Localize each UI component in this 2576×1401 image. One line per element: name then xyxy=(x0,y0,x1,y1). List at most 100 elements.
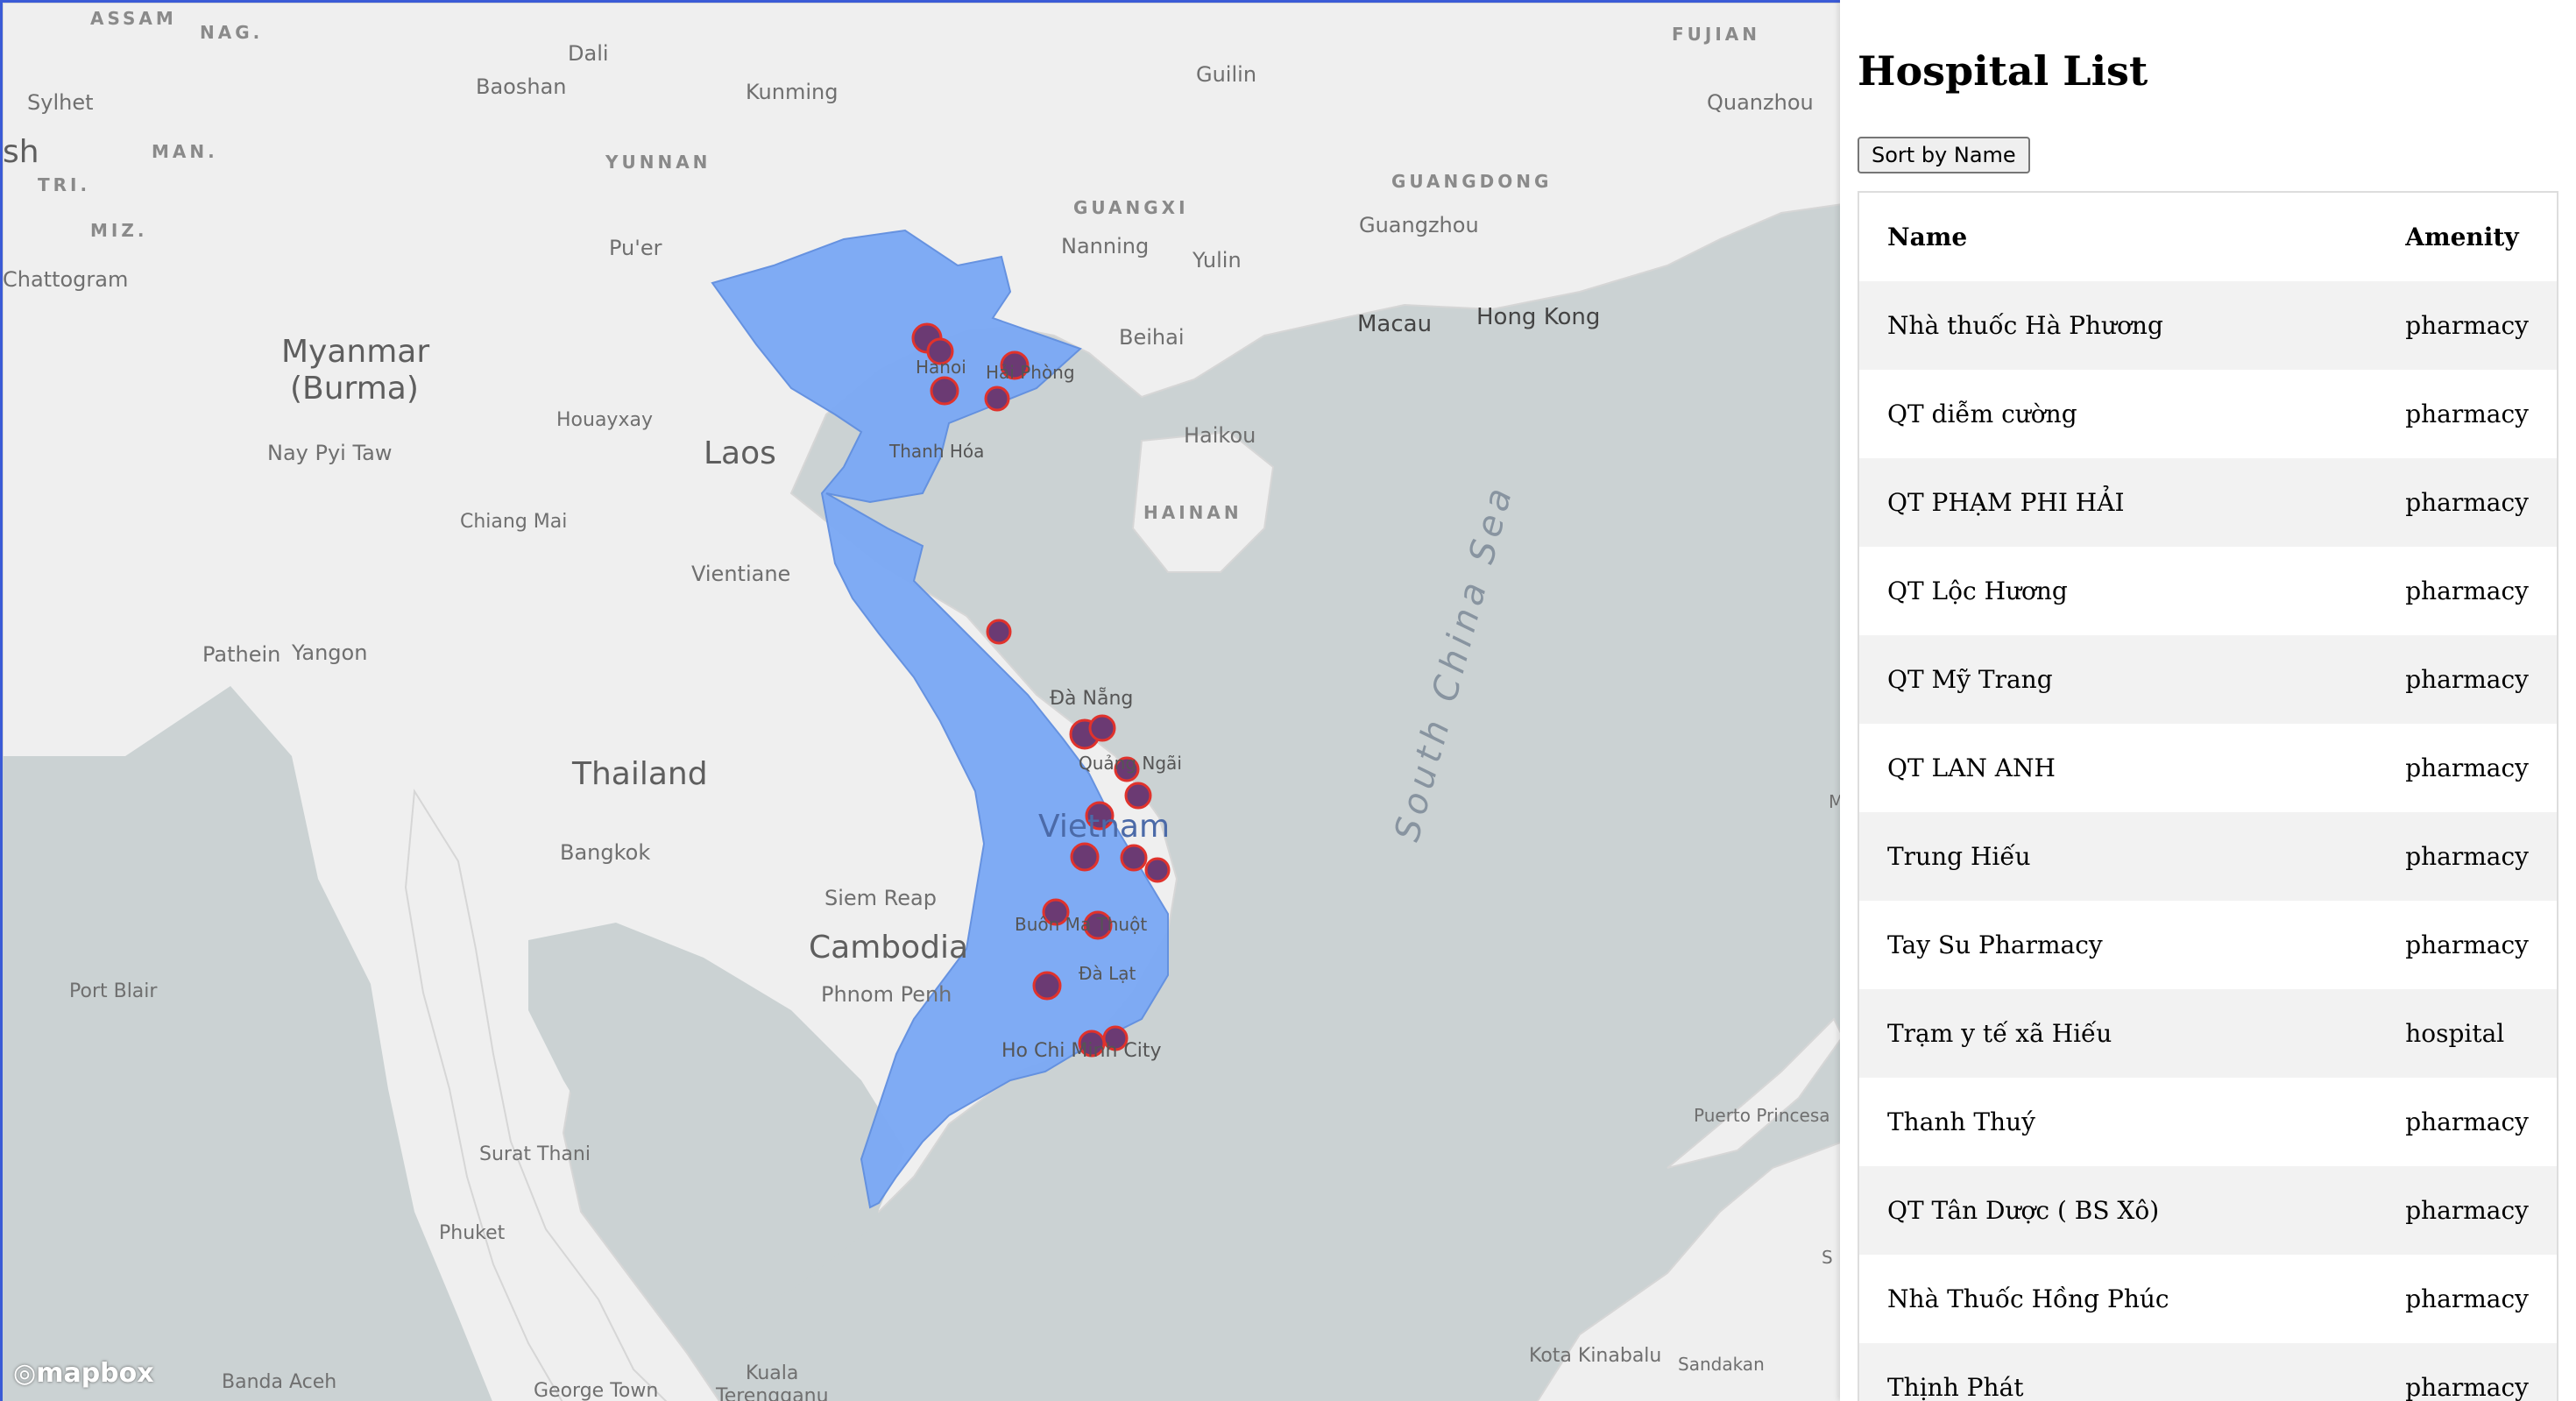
palawan-land xyxy=(1667,1017,1840,1169)
label-quangngai: Quảng Ngãi xyxy=(1079,753,1182,774)
hospital-table-container: Name Amenity Nhà thuốc Hà Phương pharmacy… xyxy=(1858,191,2558,1401)
label-danang: Đà Nẵng xyxy=(1050,688,1134,710)
amenity-cell: pharmacy xyxy=(2405,842,2529,871)
hospital-name-cell: Nhà thuốc Hà Phương xyxy=(1887,311,2163,340)
label-kuala: Kuala xyxy=(746,1362,799,1384)
table-row[interactable]: Thanh Thuý pharmacy xyxy=(1859,1078,2557,1166)
map-marker xyxy=(1083,910,1113,940)
label-chattogram: Chattogram xyxy=(3,267,129,292)
map-marker xyxy=(1088,714,1116,742)
label-myanmar-1: Myanmar xyxy=(281,334,430,370)
label-kotakinabalu: Kota Kinabalu xyxy=(1529,1345,1662,1367)
table-row[interactable]: Trung Hiếu pharmacy xyxy=(1859,812,2557,901)
label-thanhhoa: Thanh Hóa xyxy=(889,441,985,462)
map-marker xyxy=(984,386,1010,412)
map-canvas[interactable] xyxy=(3,3,1840,1401)
marker-layer[interactable] xyxy=(911,322,1171,1058)
label-vietnam: Vietnam xyxy=(1038,809,1171,845)
label-vientiane: Vientiane xyxy=(691,562,791,586)
label-s: S xyxy=(1822,1247,1833,1268)
mapbox-logo[interactable]: ◎mapbox xyxy=(13,1358,154,1389)
table-row[interactable]: Tay Su Pharmacy pharmacy xyxy=(1859,901,2557,989)
label-nag: NAG. xyxy=(200,22,264,43)
hospital-name-cell: Trạm y tế xã Hiếu xyxy=(1887,1019,2112,1048)
column-header-amenity[interactable]: Amenity xyxy=(2405,223,2519,251)
table-row[interactable]: Trạm y tế xã Hiếu hospital xyxy=(1859,989,2557,1078)
label-thailand: Thailand xyxy=(572,756,708,792)
label-hanoi: Hanoi xyxy=(916,357,966,378)
label-quanzhou: Quanzhou xyxy=(1707,90,1814,115)
amenity-cell: pharmacy xyxy=(2405,400,2529,428)
label-fujian: FUJIAN xyxy=(1672,24,1761,45)
label-hochiminh: Ho Chi Minh City xyxy=(1001,1040,1162,1062)
label-naypyitaw: Nay Pyi Taw xyxy=(267,441,393,465)
label-dali: Dali xyxy=(568,41,609,66)
table-row[interactable]: Thịnh Phát pharmacy xyxy=(1859,1343,2557,1401)
label-georgetown: George Town xyxy=(534,1380,659,1401)
map-view[interactable]: ASSAM NAG. Dali Guilin FUJIAN Sylhet Bao… xyxy=(0,0,1840,1401)
table-row[interactable]: Nhà Thuốc Hồng Phúc pharmacy xyxy=(1859,1255,2557,1343)
map-marker xyxy=(1114,756,1140,782)
label-bandaaceh: Banda Aceh xyxy=(222,1371,337,1393)
mapbox-logo-text: mapbox xyxy=(36,1358,154,1389)
label-yulin: Yulin xyxy=(1192,248,1242,272)
hospital-name-cell: QT Lộc Hương xyxy=(1887,577,2068,605)
andaman-sea xyxy=(3,686,492,1401)
hospital-name-cell: QT LAN ANH xyxy=(1887,754,2056,782)
label-baoshan: Baoshan xyxy=(476,74,567,99)
table-header-row: Name Amenity xyxy=(1859,193,2557,281)
table-row[interactable]: QT LAN ANH pharmacy xyxy=(1859,724,2557,812)
label-hongkong: Hong Kong xyxy=(1476,304,1601,330)
hospital-name-cell: Tay Su Pharmacy xyxy=(1887,930,2103,959)
hospital-name-cell: QT PHẠM PHI HẢI xyxy=(1887,488,2125,517)
table-row[interactable]: QT Tân Dược ( BS Xô) pharmacy xyxy=(1859,1166,2557,1255)
label-phnompenh: Phnom Penh xyxy=(821,982,952,1007)
table-row[interactable]: Nhà thuốc Hà Phương pharmacy xyxy=(1859,281,2557,370)
table-row[interactable]: QT PHẠM PHI HẢI pharmacy xyxy=(1859,458,2557,547)
hospital-name-cell: QT Tân Dược ( BS Xô) xyxy=(1887,1196,2160,1225)
label-portblair: Port Blair xyxy=(69,980,158,1002)
amenity-cell: pharmacy xyxy=(2405,1284,2529,1313)
amenity-cell: hospital xyxy=(2405,1019,2505,1048)
table-row[interactable]: QT diễm cường pharmacy xyxy=(1859,370,2557,458)
hospital-name-cell: Thịnh Phát xyxy=(1887,1373,2024,1401)
label-m: M xyxy=(1829,791,1840,812)
label-chiangmai: Chiang Mai xyxy=(460,511,568,533)
column-header-name[interactable]: Name xyxy=(1887,223,1968,251)
map-marker xyxy=(1000,350,1030,380)
map-marker xyxy=(986,619,1012,645)
amenity-cell: pharmacy xyxy=(2405,1196,2529,1225)
amenity-cell: pharmacy xyxy=(2405,1107,2529,1136)
label-man: MAN. xyxy=(152,141,218,162)
label-siemreap: Siem Reap xyxy=(824,886,937,910)
label-dalat: Đà Lạt xyxy=(1079,963,1136,984)
label-guangxi: GUANGXI xyxy=(1073,197,1189,218)
hospital-name-cell: Nhà Thuốc Hồng Phúc xyxy=(1887,1284,2169,1313)
label-myanmar-2: (Burma) xyxy=(290,371,419,407)
map-marker xyxy=(1085,801,1115,831)
label-beihai: Beihai xyxy=(1119,325,1185,350)
hospital-name-cell: Trung Hiếu xyxy=(1887,842,2031,871)
label-sh: sh xyxy=(3,134,39,170)
label-phuket: Phuket xyxy=(439,1222,506,1244)
label-cambodia: Cambodia xyxy=(809,930,969,966)
label-puer: Pu'er xyxy=(609,236,662,260)
hospital-name-cell: QT diễm cường xyxy=(1887,400,2077,428)
amenity-cell: pharmacy xyxy=(2405,311,2529,340)
table-row[interactable]: QT Mỹ Trang pharmacy xyxy=(1859,635,2557,724)
label-bangkok: Bangkok xyxy=(560,840,651,865)
map-marker xyxy=(1120,844,1148,872)
table-row[interactable]: QT Lộc Hương pharmacy xyxy=(1859,547,2557,635)
amenity-cell: pharmacy xyxy=(2405,930,2529,959)
hospital-name-cell: QT Mỹ Trang xyxy=(1887,665,2053,694)
hospital-table: Name Amenity Nhà thuốc Hà Phương pharmacy… xyxy=(1859,193,2557,1401)
label-sylhet: Sylhet xyxy=(27,90,94,115)
label-yangon: Yangon xyxy=(292,640,368,665)
amenity-cell: pharmacy xyxy=(2405,665,2529,694)
label-yunnan: YUNNAN xyxy=(605,152,711,173)
sort-by-name-button[interactable]: Sort by Name xyxy=(1858,137,2030,173)
label-kunming: Kunming xyxy=(746,80,839,104)
label-guilin: Guilin xyxy=(1196,62,1257,87)
label-guangzhou: Guangzhou xyxy=(1359,213,1479,237)
map-marker xyxy=(926,337,954,365)
